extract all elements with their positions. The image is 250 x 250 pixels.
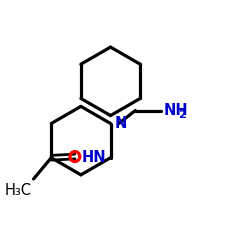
Text: H₃C: H₃C xyxy=(4,183,31,198)
Text: N: N xyxy=(115,116,127,130)
Text: HN: HN xyxy=(82,150,106,165)
Text: 2: 2 xyxy=(178,110,186,120)
Text: NH: NH xyxy=(164,102,189,118)
